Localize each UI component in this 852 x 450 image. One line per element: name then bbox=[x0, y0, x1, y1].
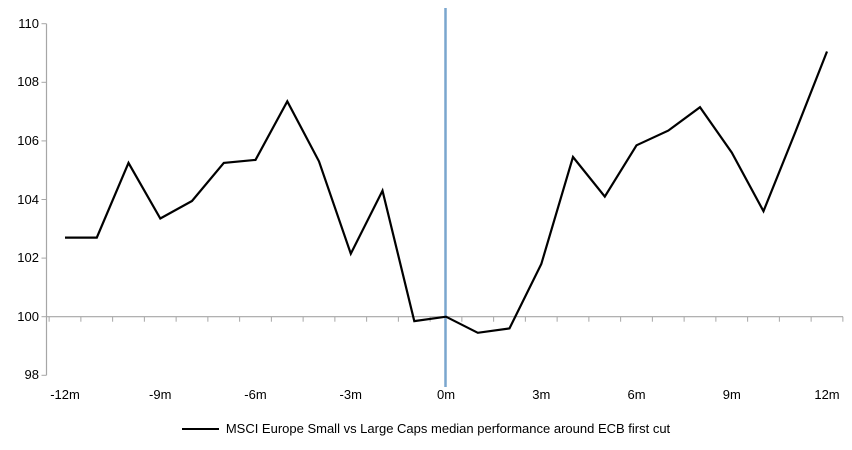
y-axis-tick-label: 110 bbox=[18, 15, 39, 31]
x-axis-tick-label: -9m bbox=[149, 387, 172, 402]
series-line bbox=[65, 51, 829, 334]
y-axis-tick-label: 98 bbox=[24, 367, 39, 383]
x-axis-tick-label: -12m bbox=[50, 387, 80, 402]
y-axis-tick-label: 106 bbox=[17, 132, 39, 148]
x-axis-tick-label: 12m bbox=[814, 387, 840, 402]
x-axis-tick-label: 6m bbox=[627, 387, 646, 402]
x-axis-tick-label: -3m bbox=[339, 387, 362, 402]
y-axis-tick-label: 108 bbox=[17, 74, 39, 90]
y-axis-tick-label: 102 bbox=[17, 250, 39, 266]
y-axis-tick-label: 100 bbox=[17, 308, 39, 324]
legend-line-sample-icon bbox=[181, 428, 219, 430]
x-axis-tick-label: -6m bbox=[244, 387, 267, 402]
x-axis-tick-label: 3m bbox=[532, 387, 551, 402]
y-axis-tick-label: 104 bbox=[17, 191, 39, 207]
legend: MSCI Europe Small vs Large Caps median p… bbox=[0, 420, 852, 438]
x-axis-tick-label: 0m bbox=[436, 387, 456, 402]
legend-label: MSCI Europe Small vs Large Caps median p… bbox=[225, 421, 671, 436]
x-axis-tick-label: 9m bbox=[722, 387, 741, 402]
